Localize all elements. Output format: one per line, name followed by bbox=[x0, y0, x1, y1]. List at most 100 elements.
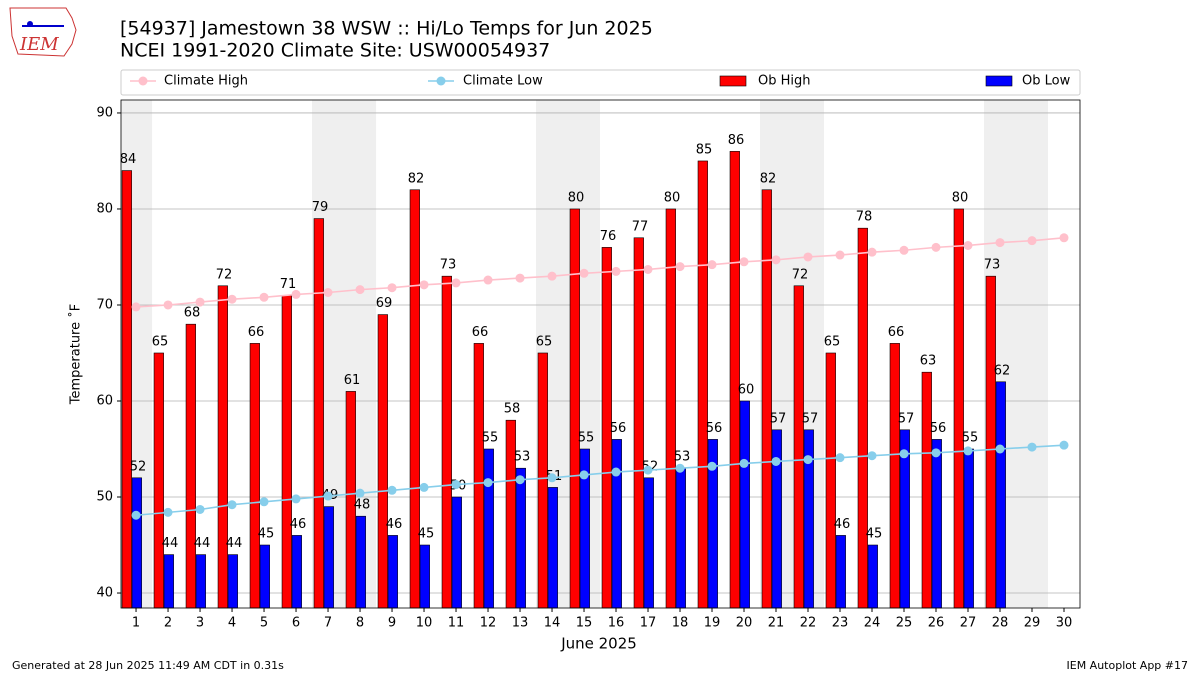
bar bbox=[643, 477, 654, 609]
point bbox=[675, 262, 685, 272]
footer-right: IEM Autoplot App #17 bbox=[1067, 659, 1189, 672]
point bbox=[1059, 440, 1069, 450]
x-tick-label: 1 bbox=[132, 616, 140, 631]
bar bbox=[249, 343, 260, 609]
x-tick-label: 4 bbox=[228, 616, 236, 631]
data-label: 63 bbox=[920, 354, 937, 369]
legend-swatch bbox=[436, 76, 446, 86]
point bbox=[707, 461, 717, 471]
point bbox=[259, 497, 269, 507]
point bbox=[355, 488, 365, 498]
point bbox=[611, 266, 621, 276]
x-tick-label: 11 bbox=[448, 616, 465, 631]
plot-frame bbox=[120, 99, 1081, 609]
y-tick-label: 90 bbox=[96, 105, 113, 120]
data-label: 69 bbox=[376, 296, 393, 311]
data-label: 80 bbox=[952, 190, 969, 205]
data-label: 77 bbox=[632, 219, 649, 234]
x-tick-label: 7 bbox=[324, 616, 332, 631]
bar bbox=[121, 170, 132, 609]
legend-swatch bbox=[138, 76, 148, 86]
bar bbox=[281, 295, 292, 609]
y-tick-label: 50 bbox=[96, 490, 113, 505]
point bbox=[771, 255, 781, 265]
bar bbox=[995, 381, 1006, 609]
point bbox=[579, 470, 589, 480]
data-label: 82 bbox=[760, 171, 777, 186]
bar bbox=[921, 371, 932, 609]
point bbox=[195, 297, 205, 307]
data-label: 62 bbox=[994, 363, 1011, 378]
point bbox=[419, 482, 429, 492]
data-label: 55 bbox=[578, 431, 595, 446]
data-label: 44 bbox=[194, 536, 211, 551]
bar bbox=[931, 439, 942, 609]
point bbox=[483, 275, 493, 285]
bar bbox=[131, 477, 142, 609]
bar bbox=[195, 554, 206, 609]
legend-label: Ob High bbox=[758, 74, 811, 89]
data-label: 68 bbox=[184, 306, 201, 321]
data-label: 57 bbox=[770, 411, 787, 426]
bar bbox=[569, 208, 580, 609]
x-tick-label: 9 bbox=[388, 616, 396, 631]
point bbox=[131, 302, 141, 312]
bar bbox=[377, 314, 388, 609]
x-tick-label: 19 bbox=[704, 616, 721, 631]
y-tick-label: 80 bbox=[96, 201, 113, 216]
bar bbox=[675, 467, 686, 609]
bar bbox=[835, 535, 846, 609]
x-tick-label: 23 bbox=[832, 616, 849, 631]
data-label: 55 bbox=[962, 431, 979, 446]
legend-label: Ob Low bbox=[1022, 74, 1071, 89]
point bbox=[547, 271, 557, 281]
footer-left: Generated at 28 Jun 2025 11:49 AM CDT in… bbox=[12, 659, 284, 672]
x-tick-label: 18 bbox=[672, 616, 689, 631]
x-tick-label: 22 bbox=[800, 616, 817, 631]
line bbox=[135, 444, 1065, 517]
point bbox=[163, 300, 173, 310]
data-label: 66 bbox=[888, 325, 905, 340]
bar bbox=[483, 448, 494, 609]
point bbox=[899, 245, 909, 255]
point bbox=[963, 446, 973, 456]
bar bbox=[323, 506, 334, 609]
bar bbox=[867, 544, 878, 609]
bar bbox=[227, 554, 238, 609]
x-tick-label: 16 bbox=[608, 616, 625, 631]
data-label: 44 bbox=[162, 536, 179, 551]
bar bbox=[259, 544, 270, 609]
point bbox=[163, 507, 173, 517]
point bbox=[867, 247, 877, 257]
data-label: 86 bbox=[728, 133, 745, 148]
point bbox=[611, 467, 621, 477]
line bbox=[135, 236, 1065, 308]
point bbox=[899, 449, 909, 459]
bar bbox=[153, 352, 164, 609]
data-label: 78 bbox=[856, 210, 873, 225]
point bbox=[195, 504, 205, 514]
point bbox=[803, 455, 813, 465]
x-tick-label: 30 bbox=[1056, 616, 1073, 631]
data-label: 56 bbox=[706, 421, 723, 436]
data-label: 53 bbox=[514, 450, 531, 465]
bar bbox=[771, 429, 782, 609]
bar bbox=[547, 487, 558, 609]
point bbox=[483, 478, 493, 488]
data-label: 79 bbox=[312, 200, 329, 215]
x-tick-label: 3 bbox=[196, 616, 204, 631]
legend-swatch bbox=[985, 75, 1013, 87]
data-label: 45 bbox=[258, 527, 275, 542]
bar bbox=[857, 227, 868, 609]
data-label: 46 bbox=[834, 517, 851, 532]
bar bbox=[697, 160, 708, 609]
data-label: 45 bbox=[866, 527, 883, 542]
bar bbox=[515, 467, 526, 609]
data-label: 84 bbox=[120, 152, 137, 167]
bar bbox=[825, 352, 836, 609]
point bbox=[387, 283, 397, 293]
bar bbox=[953, 208, 964, 609]
data-label: 76 bbox=[600, 229, 617, 244]
bar bbox=[665, 208, 676, 609]
point bbox=[1059, 233, 1069, 243]
